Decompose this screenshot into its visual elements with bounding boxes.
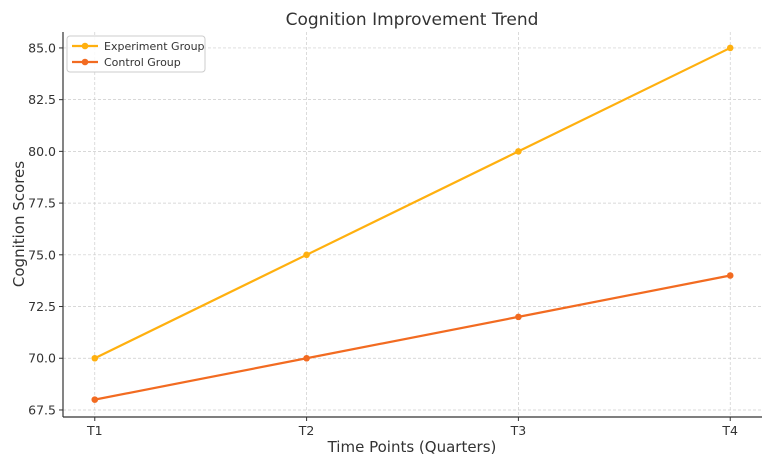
legend-label: Control Group [104, 56, 181, 69]
x-tick-label: T1 [86, 423, 103, 438]
y-tick-label: 85.0 [28, 40, 56, 55]
data-point [726, 44, 734, 52]
data-point [91, 354, 99, 362]
x-tick-label: T2 [298, 423, 315, 438]
data-point [91, 396, 99, 403]
legend-box [66, 35, 206, 73]
y-tick-label: 82.5 [28, 92, 56, 107]
y-tick-label: 70.0 [28, 351, 56, 366]
x-tick-label: T4 [721, 423, 738, 438]
data-point [515, 148, 522, 155]
legend-marker [81, 42, 89, 50]
series-group [91, 44, 734, 403]
y-tick-label: 80.0 [28, 144, 56, 159]
y-tick-label: 72.5 [28, 299, 56, 314]
y-axis-label: Cognition Scores [10, 161, 28, 287]
series-line [94, 46, 731, 360]
legend: Experiment Group Control Group [66, 35, 206, 73]
legend-label: Experiment Group [104, 40, 205, 53]
chart-title: Cognition Improvement Trend [286, 10, 539, 30]
legend-marker [81, 58, 89, 66]
x-tick-label: T3 [510, 423, 527, 438]
grid [63, 32, 762, 417]
y-tick-label: 77.5 [28, 196, 56, 211]
axis-ticks: 67.5 70.0 72.5 75.0 77.5 80.0 82.5 85.0 T1 T2 T3 T4 [28, 40, 738, 438]
data-point [515, 313, 522, 321]
data-point [303, 354, 310, 362]
series-line [94, 274, 731, 401]
y-tick-label: 67.5 [28, 402, 56, 417]
data-point [303, 251, 310, 259]
x-axis-label: Time Points (Quarters) [327, 438, 497, 456]
data-point [726, 272, 734, 279]
y-tick-label: 75.0 [28, 247, 56, 262]
